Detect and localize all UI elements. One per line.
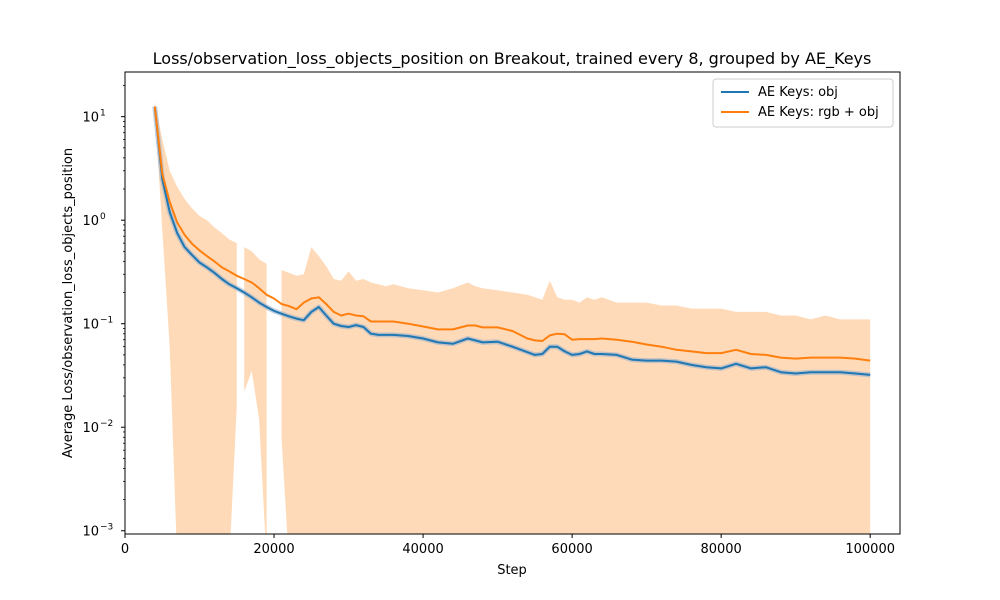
y-tick-label: 10	[82, 525, 99, 540]
x-axis-label: Step	[497, 563, 527, 578]
x-tick-label: 60000	[551, 542, 592, 557]
chart-title: Loss/observation_loss_objects_position o…	[153, 49, 872, 69]
y-tick-label: 10	[82, 111, 99, 126]
x-tick-label: 0	[121, 542, 129, 557]
legend: AE Keys: obj AE Keys: rgb + obj	[712, 78, 894, 128]
y-tick-label: 10	[82, 214, 99, 229]
y-axis-label: Average Loss/observation_loss_objects_po…	[61, 148, 76, 458]
legend-box	[712, 78, 894, 128]
confidence-band-segment-2	[281, 247, 871, 534]
x-tick-label: 100000	[845, 542, 895, 557]
legend-label-rgb-obj: AE Keys: rgb + obj	[758, 105, 879, 120]
confidence-band-layer	[154, 101, 871, 534]
series-line-obj	[153, 106, 871, 376]
legend-label-obj: AE Keys: obj	[758, 85, 838, 100]
y-tick-exponent: −2	[100, 419, 113, 429]
plot-frame	[124, 71, 901, 535]
series-lines-layer	[152, 106, 871, 378]
y-tick-exponent: 1	[100, 109, 106, 119]
x-axis: 0 20000 40000 60000 80000 100000	[121, 534, 895, 557]
y-tick-label: 10	[82, 318, 99, 333]
x-tick-label: 80000	[700, 542, 741, 557]
confidence-band-segment-0	[154, 101, 237, 534]
y-tick-exponent: 0	[100, 212, 106, 222]
y-tick-exponent: −3	[100, 523, 113, 533]
x-tick-label: 40000	[402, 542, 443, 557]
plot-area	[152, 101, 871, 534]
y-tick-exponent: −1	[100, 316, 113, 326]
confidence-band-segment-1	[244, 247, 267, 534]
y-tick-label: 10	[82, 421, 99, 436]
series-line-rgb-obj	[153, 106, 871, 362]
x-tick-label: 20000	[253, 542, 294, 557]
